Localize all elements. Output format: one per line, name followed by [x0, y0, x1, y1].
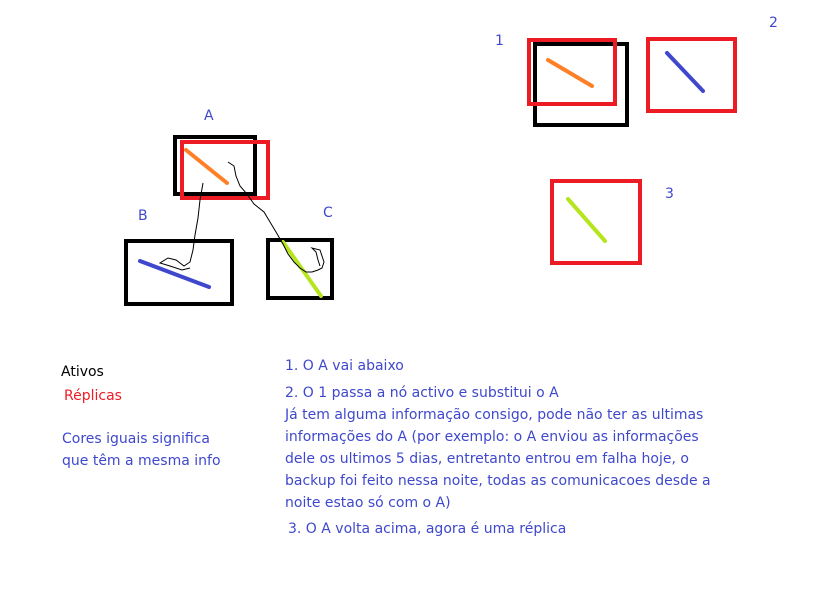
step-2-line6: noite estao só com o A) — [285, 495, 451, 511]
step-2-line4: dele os ultimos 5 dias, entretanto entro… — [285, 451, 689, 467]
label-3: 3 — [665, 186, 674, 202]
legend-ativos: Ativos — [61, 364, 104, 380]
step-2-line3: informações do A (por exemplo: o A envio… — [285, 429, 699, 445]
label-a: A — [204, 108, 214, 124]
step-1: 1. O A vai abaixo — [285, 358, 404, 374]
step-3: 3. O A volta acima, agora é uma réplica — [288, 521, 567, 537]
node-3-green-info — [566, 197, 607, 243]
connector-a-to-c — [227, 161, 325, 273]
legend-note-line2: que têm a mesma info — [62, 453, 221, 469]
node-a-orange-info — [184, 148, 229, 185]
node-3-box — [550, 179, 642, 265]
node-a-active-box — [173, 135, 257, 196]
node-c-box — [266, 238, 334, 300]
step-2-line2: Já tem alguma informação consigo, pode n… — [285, 407, 704, 423]
connector-a-to-b — [158, 182, 204, 271]
node-b-blue-info — [138, 259, 211, 289]
step-2-line5: backup foi feito nessa noite, todas as c… — [285, 473, 711, 489]
legend-note-line1: Cores iguais significa — [62, 431, 210, 447]
node-1-active-box — [533, 42, 629, 127]
node-2-box — [646, 37, 737, 113]
legend-replicas: Réplicas — [64, 388, 122, 404]
label-2: 2 — [769, 15, 778, 31]
node-b-box — [124, 239, 234, 306]
node-a-replica-box — [180, 140, 270, 200]
step-2-line1: 2. O 1 passa a nó activo e substitui o A — [285, 385, 559, 401]
node-2-blue-info — [665, 51, 705, 93]
label-1: 1 — [495, 33, 504, 49]
label-c: C — [323, 205, 333, 221]
node-1-orange-info — [546, 58, 594, 88]
node-1-replica-box — [527, 38, 617, 106]
label-b: B — [138, 208, 148, 224]
